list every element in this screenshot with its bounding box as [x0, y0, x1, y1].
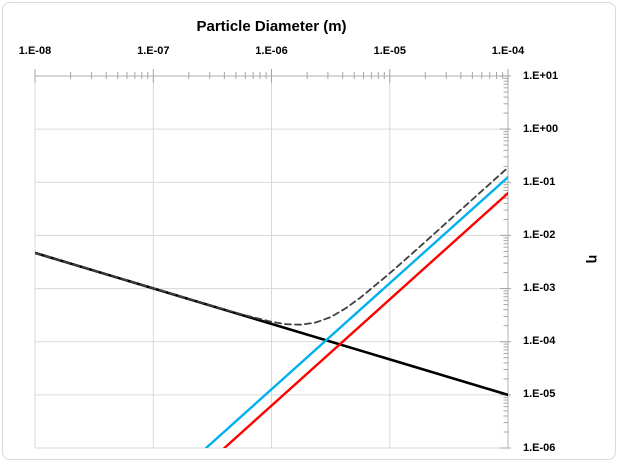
y-tick-label: 1.E-05	[523, 388, 556, 401]
y-tick-label: 1.E-04	[523, 335, 556, 348]
x-tick-label: 1.E-05	[373, 45, 406, 57]
x-axis-title: Particle Diameter (m)	[196, 18, 347, 35]
x-tick-label: 1.E-07	[137, 45, 170, 57]
chart-frame	[2, 2, 616, 460]
y-axis-ticks	[500, 75, 511, 449]
y-tick-label: 1.E-01	[523, 175, 556, 188]
x-tick-label: 1.E-08	[18, 45, 52, 57]
y-tick-label: 1.E+00	[523, 122, 559, 135]
y-tick-label: 1.E+01	[523, 69, 559, 82]
gridlines	[34, 75, 509, 449]
series-dashed_total_curve	[35, 166, 508, 326]
y-axis-title: η	[586, 254, 602, 264]
y-tick-label: 1.E-02	[523, 228, 556, 241]
x-axis-ticks	[34, 69, 509, 83]
series-red_line_ascending	[223, 191, 508, 448]
x-tick-label: 1.E-06	[255, 45, 288, 57]
series-blue_line_ascending	[204, 175, 508, 448]
x-tick-label: 1.E-04	[491, 45, 525, 57]
y-tick-label: 1.E-03	[523, 282, 556, 295]
y-tick-label: 1.E-06	[523, 441, 556, 454]
